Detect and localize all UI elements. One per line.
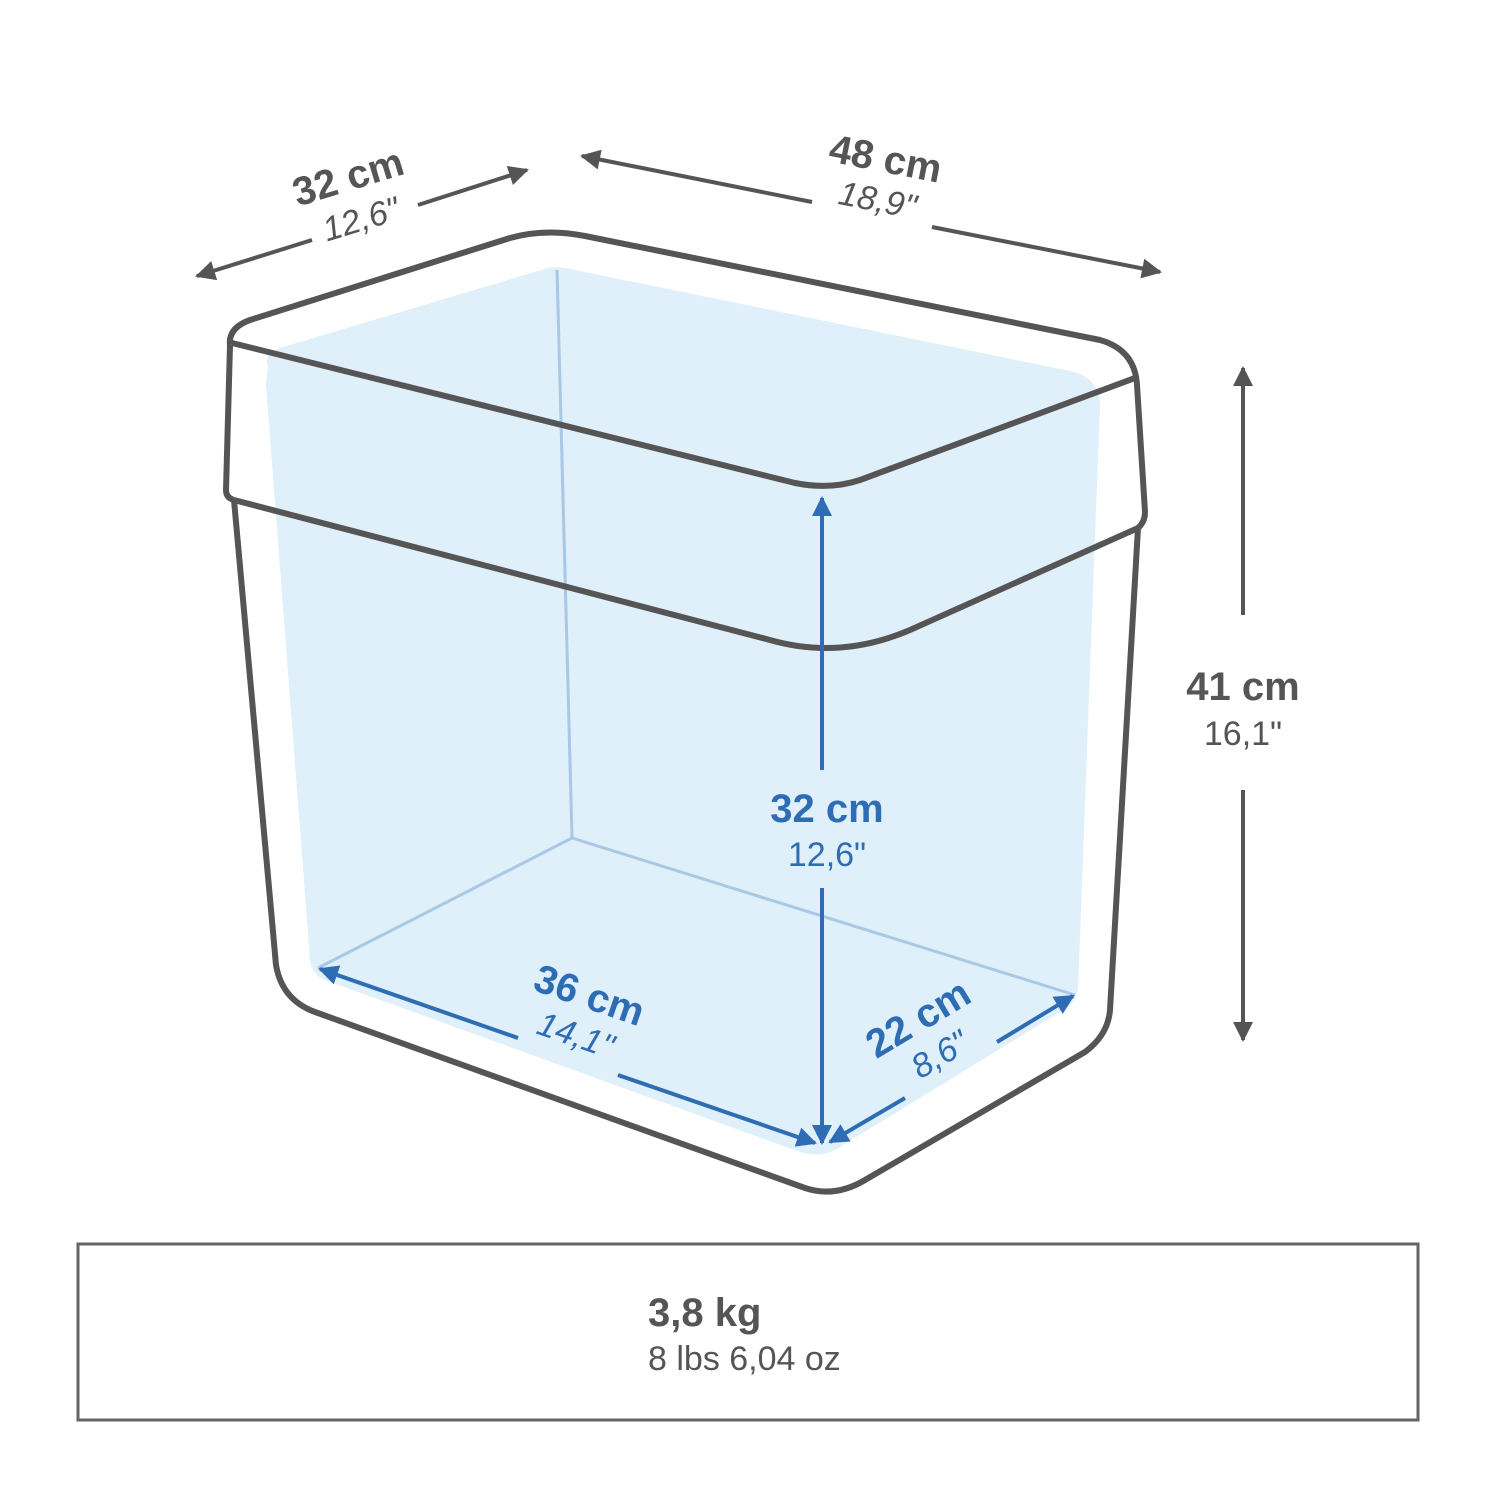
inner-depth-arrow (995, 994, 1075, 1044)
inner-width-arrow (318, 965, 519, 1040)
outer-height-metric: 41 cm (1186, 665, 1299, 709)
inner-height-metric: 32 cm (770, 787, 883, 831)
inner-width-arrow (617, 1073, 817, 1147)
weight-box (76, 1242, 1420, 1422)
outer-width-arrow (931, 225, 1162, 279)
outer-depth-arrow (195, 238, 313, 281)
weight-metric: 3,8 kg (648, 1291, 761, 1335)
cooler-outline (223, 229, 1148, 1195)
inner-volume (266, 267, 1100, 1155)
inner-depth-arrow (828, 1096, 907, 1144)
outer-height-imperial: 16,1" (1204, 715, 1282, 753)
outer-width-arrow (580, 149, 813, 204)
inner-height-imperial: 12,6" (788, 836, 866, 874)
weight-imperial: 8 lbs 6,04 oz (648, 1340, 841, 1378)
outer-depth-arrow (417, 165, 529, 207)
